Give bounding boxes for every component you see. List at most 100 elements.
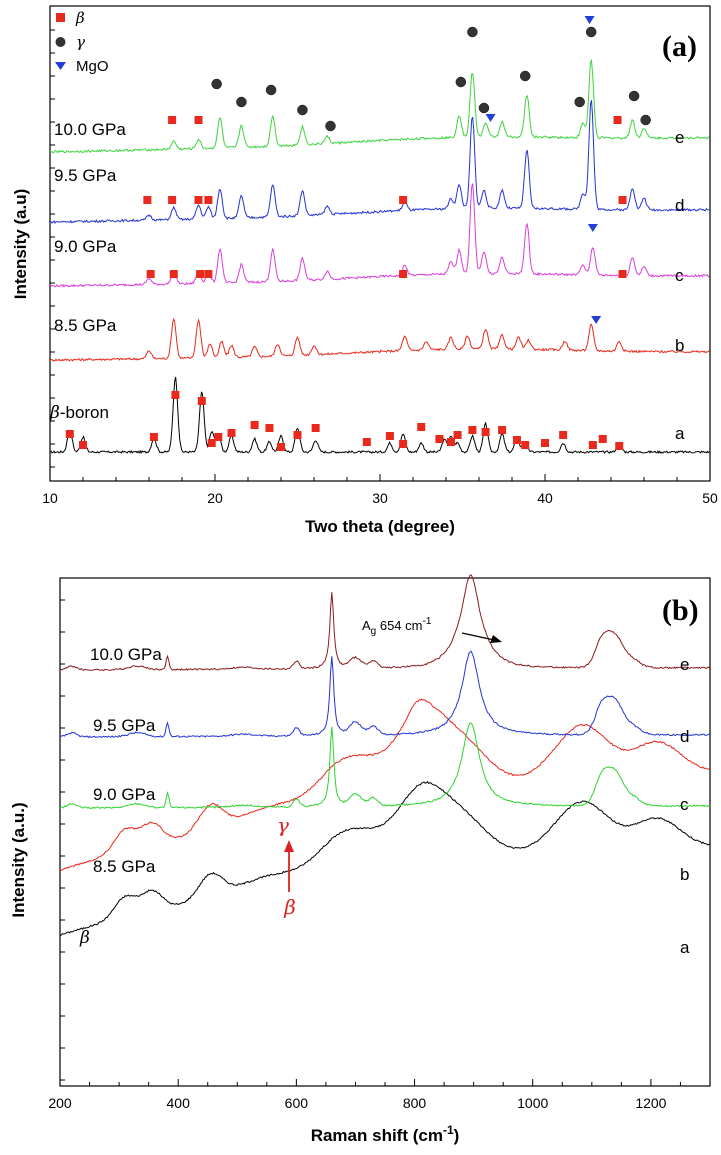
panel-b-raman-chart: 200 400 600 800 1000 1200 β a 8.5 GPa b 9.0 GPa c 9… (9, 574, 711, 1145)
transition-arrow-head (284, 840, 294, 852)
x-tick-label: 600 (285, 1095, 309, 1111)
gamma-marker (236, 96, 247, 108)
series-label-d: 9.5 GPa (54, 166, 117, 185)
panel-a-x-axis-title: Two theta (degree) (305, 517, 455, 536)
series-letter-c: c (675, 266, 684, 285)
ag-arrow-line (461, 632, 495, 641)
beta-marker (277, 443, 285, 451)
panel-a-y-ticks (50, 29, 55, 468)
raman-curve-e (59, 574, 711, 672)
panel-b-label: (b) (662, 594, 699, 627)
beta-marker (194, 196, 203, 204)
beta-marker (149, 433, 158, 441)
beta-marker (618, 196, 627, 204)
beta-marker (197, 397, 206, 405)
beta-marker (362, 438, 371, 446)
xrd-curve-d (49, 100, 710, 224)
gamma-annotation: γ (277, 813, 289, 837)
gamma-marker (640, 114, 651, 126)
ag-annotation: Ag 654 cm-1 (362, 616, 432, 637)
beta-marker (196, 270, 205, 278)
beta-marker (79, 441, 87, 449)
beta-marker (168, 196, 177, 204)
legend-label: MgO (76, 58, 109, 75)
beta-marker (613, 116, 622, 124)
gamma-marker (628, 90, 640, 102)
xrd-curve-a (50, 376, 710, 455)
beta-marker (385, 432, 394, 440)
beta-marker (446, 438, 455, 446)
series-letter-d: d (675, 196, 684, 215)
x-tick-label: 400 (167, 1095, 191, 1111)
beta-marker (481, 428, 490, 436)
panel-b-x-axis-title: Raman shift (cm-1) (311, 1123, 460, 1145)
beta-marker (171, 391, 180, 399)
ag-arrow-head (490, 635, 502, 643)
mgo-marker (591, 316, 602, 324)
beta-annotation: β (283, 895, 296, 919)
panel-b-y-axis-title: Intensity (a.u.) (9, 802, 28, 917)
series-label-e: 10.0 GPa (54, 120, 126, 139)
gamma-marker (478, 102, 490, 114)
raman-curve-a (59, 780, 711, 936)
mgo-marker (485, 114, 496, 122)
panel-b-x-ticks: 200 400 600 800 1000 1200 (48, 1079, 711, 1111)
beta-marker (598, 435, 607, 443)
beta-marker (194, 116, 203, 124)
gamma-marker (585, 26, 597, 38)
gamma-marker (467, 26, 478, 38)
beta-marker (146, 270, 155, 278)
legend-gamma-symbol (55, 37, 66, 47)
series-letter-b: b (680, 865, 689, 884)
x-tick-label: 10 (42, 490, 58, 506)
series-letter-e: e (680, 655, 689, 674)
beta-marker (250, 421, 259, 429)
beta-marker (521, 441, 530, 449)
panel-a-x-ticks: 10 20 30 40 50 (42, 474, 718, 506)
series-label-c: 9.0 GPa (93, 785, 156, 804)
gamma-marker (455, 76, 467, 88)
beta-marker (399, 196, 408, 204)
beta-marker (168, 116, 177, 124)
legend-label: β (75, 9, 85, 27)
panel-a-series-labels: β-boron a 8.5 GPa b 9.0 GPa c 9.5 GPa d 10.0 GPa… (49, 120, 685, 443)
gamma-marker (574, 96, 585, 108)
legend-mgo-symbol (55, 62, 66, 70)
legend-label: γ (76, 33, 85, 51)
beta-marker (204, 270, 213, 278)
series-letter-a: a (680, 938, 690, 957)
beta-marker (214, 433, 223, 441)
panel-a-plot-frame (49, 5, 711, 482)
panel-a-legend: βγ MgO (55, 9, 109, 75)
series-label-e: 10.0 GPa (90, 645, 162, 664)
xrd-curve-b (49, 317, 710, 362)
beta-marker (399, 440, 408, 448)
panel-a-xrd-chart: 10 20 30 40 50 β-boron a 8.5 GPa b 9.0 GPa c 9.5 G… (11, 5, 718, 536)
panel-a-label: (a) (662, 30, 697, 63)
x-tick-label: 20 (207, 490, 223, 506)
beta-marker (311, 424, 320, 432)
series-label-d: 9.5 GPa (93, 716, 156, 735)
x-tick-label: 30 (372, 490, 388, 506)
series-letter-b: b (675, 336, 684, 355)
panel-a-curves (49, 58, 710, 455)
panel-b-curves (59, 574, 711, 936)
raman-curve-b (59, 698, 711, 871)
beta-marker (204, 196, 213, 204)
beta-marker (293, 431, 302, 439)
xrd-curve-e (49, 58, 710, 154)
series-letter-c: c (680, 795, 689, 814)
xrd-curve-c (49, 183, 710, 288)
x-tick-label: 200 (48, 1095, 72, 1111)
beta-marker (265, 424, 274, 432)
gamma-marker (265, 84, 277, 96)
gamma-marker (519, 70, 531, 82)
beta-marker (559, 431, 568, 439)
beta-marker (498, 426, 507, 434)
x-tick-label: 1200 (635, 1095, 666, 1111)
beta-marker (468, 426, 477, 434)
gamma-marker (211, 78, 222, 90)
series-letter-e: e (675, 128, 684, 147)
beta-marker (65, 430, 74, 438)
